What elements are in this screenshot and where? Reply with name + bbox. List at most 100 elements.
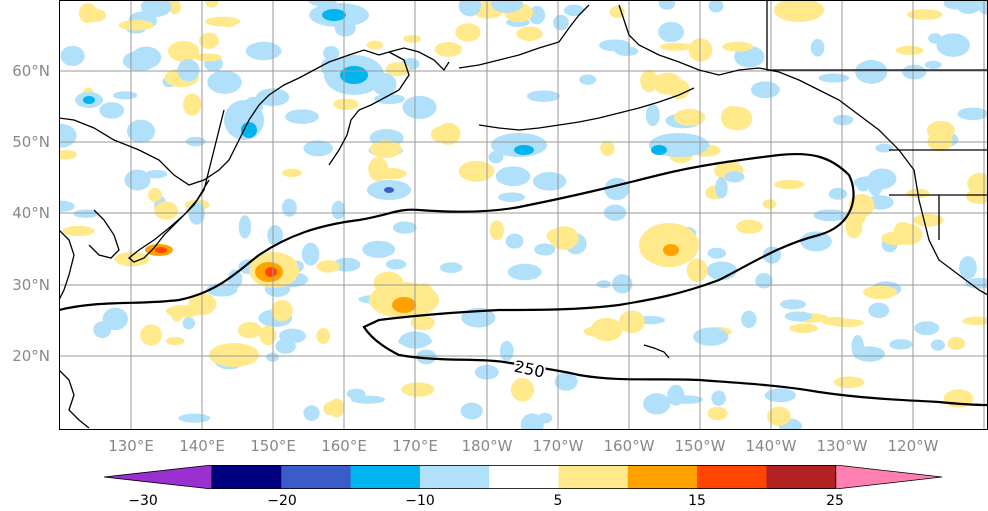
anomaly-patch bbox=[596, 280, 611, 289]
anomaly-patch bbox=[774, 179, 805, 190]
anomaly-patch bbox=[145, 169, 168, 179]
anomaly-patch bbox=[259, 325, 277, 346]
colorbar-tick-15: 15 bbox=[688, 493, 706, 509]
anomaly-patch bbox=[241, 122, 257, 138]
anomaly-patch bbox=[516, 26, 543, 42]
anomaly-patch bbox=[59, 200, 75, 212]
anomaly-patch bbox=[131, 46, 162, 69]
anomaly-patch bbox=[707, 406, 728, 421]
anomaly-patch bbox=[924, 60, 942, 69]
contour-label: 250 bbox=[513, 357, 547, 382]
anomaly-patch bbox=[60, 45, 85, 66]
anomaly-patch bbox=[491, 0, 523, 13]
anomaly-patch bbox=[303, 405, 320, 421]
coast-alaska bbox=[618, 4, 988, 296]
anomaly-patch bbox=[780, 299, 807, 310]
lon-label-150w: 150°W bbox=[674, 437, 726, 455]
colorbar-outline bbox=[211, 465, 837, 489]
anomaly-patch bbox=[868, 302, 890, 319]
anomaly-patch bbox=[238, 215, 252, 239]
coastlines bbox=[59, 0, 988, 429]
coast-siberia bbox=[59, 49, 390, 186]
anomaly-patch bbox=[114, 252, 150, 267]
anomaly-patch bbox=[855, 59, 888, 84]
anomaly-patch bbox=[416, 349, 437, 365]
anomaly-patch bbox=[736, 219, 763, 234]
anomaly-patch bbox=[767, 406, 791, 426]
anomaly-patch bbox=[126, 119, 156, 143]
colorbar-tick-25: 25 bbox=[826, 493, 844, 509]
anomaly-patch bbox=[895, 45, 924, 55]
anomaly-patch bbox=[818, 73, 850, 83]
hawaii-islands bbox=[643, 344, 670, 359]
anomaly-patch bbox=[707, 247, 727, 259]
anomaly-patch bbox=[598, 39, 631, 52]
anomaly-patch bbox=[81, 8, 107, 23]
anomaly-patch bbox=[154, 201, 179, 220]
anomaly-patch bbox=[755, 273, 773, 289]
lat-label-60n: 60°N bbox=[12, 62, 50, 80]
colorbar-cell bbox=[558, 465, 629, 489]
anomaly-patch bbox=[762, 199, 777, 210]
anomaly-patch bbox=[385, 259, 407, 270]
anomaly-patch bbox=[333, 257, 361, 272]
anomaly-patch bbox=[221, 17, 237, 28]
anomaly-patch bbox=[651, 145, 667, 155]
colorbar-extend-high bbox=[835, 465, 943, 489]
anomaly-patch bbox=[526, 90, 560, 102]
anomaly-patch bbox=[534, 243, 556, 256]
anomaly-patch bbox=[967, 172, 988, 195]
anomaly-patch bbox=[604, 177, 630, 201]
anomaly-patch bbox=[392, 297, 416, 313]
anomaly-patch bbox=[833, 376, 865, 389]
anomaly-patch bbox=[947, 337, 966, 350]
anomaly-patch bbox=[848, 194, 875, 217]
anomaly-patch bbox=[323, 45, 340, 61]
colorbar-cell bbox=[350, 465, 421, 489]
anomaly-patch bbox=[672, 395, 703, 404]
contour-250 bbox=[59, 152, 988, 407]
lon-label-170w: 170°W bbox=[532, 437, 584, 455]
anomaly-patch bbox=[663, 244, 679, 256]
anomaly-patch bbox=[331, 200, 346, 220]
anomaly-patch bbox=[182, 93, 202, 116]
anomaly-patch bbox=[204, 0, 219, 8]
anomaly-patch bbox=[902, 64, 927, 80]
colorbar-tick-minus10: −10 bbox=[405, 493, 435, 509]
lon-label-160e: 160°E bbox=[321, 437, 367, 455]
coast-kamchatka-east bbox=[388, 47, 450, 72]
anomaly-patch bbox=[118, 19, 154, 31]
lat-label-50n: 50°N bbox=[12, 133, 50, 151]
border-lines bbox=[766, 0, 988, 240]
colorbar-tick-minus20: −20 bbox=[267, 493, 297, 509]
anomaly-patch bbox=[99, 102, 125, 119]
anomaly-patch bbox=[410, 315, 435, 331]
lon-label-140e: 140°E bbox=[179, 437, 225, 455]
colorbar-cell bbox=[627, 465, 698, 489]
anomaly-patch bbox=[207, 70, 242, 94]
anomaly-patch bbox=[166, 336, 185, 346]
anomaly-patch bbox=[943, 0, 969, 10]
anomaly-patch bbox=[962, 316, 988, 326]
anomaly-patch bbox=[368, 157, 389, 182]
anomaly-patch bbox=[914, 321, 940, 336]
anomaly-patch bbox=[528, 5, 546, 25]
colorbar-cell bbox=[766, 465, 837, 489]
anomaly-patch bbox=[688, 38, 713, 62]
anomaly-patch bbox=[828, 187, 848, 200]
anomaly-patch bbox=[537, 412, 553, 424]
anomaly-patch bbox=[455, 23, 481, 42]
anomaly-patch bbox=[549, 226, 579, 250]
anomaly-patch bbox=[612, 274, 633, 294]
anomaly-patch bbox=[965, 277, 988, 289]
colorbar bbox=[104, 465, 943, 489]
anomaly-patch bbox=[659, 42, 693, 51]
anomaly-patch bbox=[856, 180, 870, 192]
colorbar-extend-low bbox=[104, 465, 213, 489]
anomaly-patch bbox=[936, 33, 970, 57]
coast-islands-sw bbox=[59, 369, 90, 429]
anomaly-patch bbox=[875, 143, 894, 153]
anomaly-patch bbox=[333, 98, 359, 111]
anomaly-patch bbox=[668, 79, 690, 100]
anomaly-patch bbox=[554, 372, 578, 391]
